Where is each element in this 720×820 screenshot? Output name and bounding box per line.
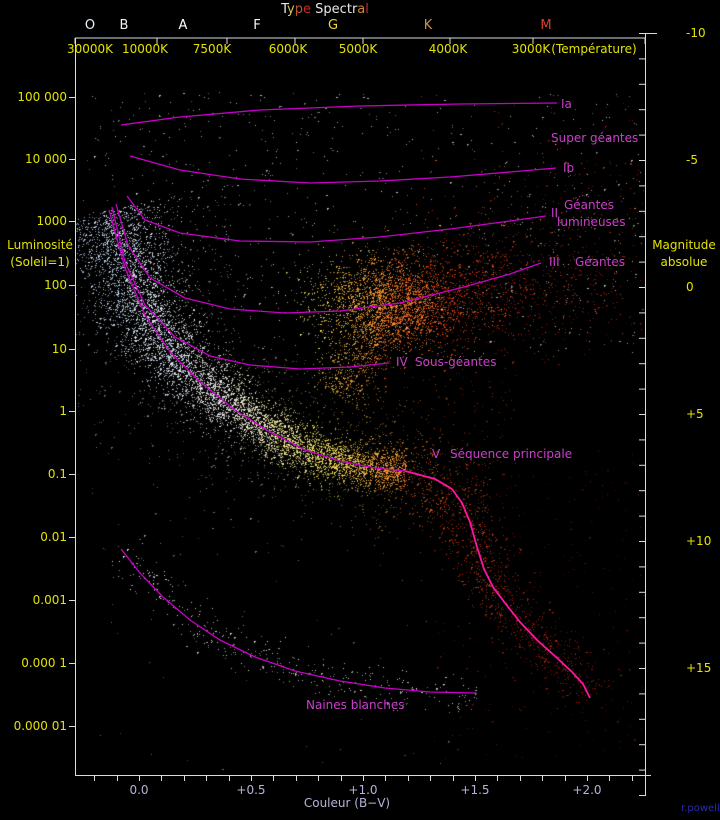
class-curve-V-bright [404,470,591,699]
left-axis-tick-label: 0.000 1 [21,656,67,670]
bottom-axis-tick-label: +1.5 [460,783,490,797]
annotation-v: V [432,447,441,461]
right-axis-title-line2: absolue [660,255,708,269]
class-curve-white-dwarfs [120,548,477,694]
annotation-ib: Ib [563,161,575,175]
left-axis-tick-label: 1 [59,404,67,418]
annotation-super-g-antes: Super géantes [551,131,639,145]
temperature-label: 7500K [192,42,232,56]
title-letter: l [365,2,369,17]
temperature-label: (Température) [551,42,637,56]
annotation-lumineuses: lumineuses [557,215,626,229]
bottom-axis-tick-label: +2.0 [572,783,602,797]
class-curve-Ib [129,155,557,184]
right-axis-tick-label: -5 [686,153,698,167]
right-axis-tick-label: +15 [686,661,712,675]
temperature-label: 3000K [511,42,551,56]
left-axis-tick-label: 10 000 [25,152,67,166]
spectral-class-label: F [253,18,261,33]
right-axis-tick-label: +5 [686,407,704,421]
spectral-class-label: B [119,18,129,33]
annotation-naines-blanches: Naines blanches [306,698,405,712]
title-letter: p [294,2,303,17]
title-letter: e [331,2,340,17]
left-axis-tick-label: 10 [51,342,67,356]
title-letter: y [287,2,295,17]
left-axis-tick-label: 0.001 [32,593,67,607]
left-axis-title-line1: Luminosité [7,238,73,252]
annotation-ii: II [551,206,559,220]
title-letter: c [339,2,347,17]
annotation-iv: IV [396,355,408,369]
left-axis-tick-label: 100 000 [17,90,67,104]
right-axis-title-line1: Magnitude [652,238,716,252]
left-axis-title-line2: (Soleil=1) [10,255,70,269]
spectral-class-label: K [423,18,433,33]
spectral-class-label: M [540,18,552,33]
bottom-axis-tick-label: 0.0 [129,783,149,797]
class-curve-Ia [120,102,558,126]
right-axis-tick-label: 0 [686,280,694,294]
right-axis-tick-label: -10 [686,26,706,40]
left-axis-tick-label: 0.000 01 [13,719,67,733]
temperature-label: 6000K [268,42,308,56]
bottom-axis-title: Couleur (B−V) [303,796,391,810]
temperature-label: 10000K [121,42,169,56]
class-curve-III [115,203,542,314]
right-axis-tick-label: +10 [686,534,712,548]
spectral-class-label: G [327,18,339,33]
temperature-label: 30000K [66,42,114,56]
annotation-s-quence-principale: Séquence principale [450,447,573,461]
bottom-axis-tick-label: +1.0 [348,783,378,797]
chart-title: Type Spectral [260,2,390,17]
left-axis-tick-label: 0.1 [47,467,67,481]
class-curve-IV [111,206,390,370]
left-axis-tick-label: 0.01 [40,530,67,544]
author-signature: r.powell [681,803,720,814]
temperature-label: 4000K [428,42,468,56]
title-letter: t [346,2,352,17]
annotation-g-antes: Géantes [575,255,625,269]
title-letter: T [281,2,288,17]
title-letter: p [323,2,332,17]
annotation-g-antes: Géantes [564,198,614,212]
title-letter: e [303,2,311,17]
annotation-iii: III [549,255,560,269]
title-letter: S [315,2,324,17]
temperature-label: 5000K [338,42,378,56]
annotation-sous-g-antes: Sous-géantes [415,355,497,369]
title-letter: a [357,2,366,17]
bottom-axis-tick-label: +0.5 [236,783,266,797]
spectral-class-label: A [178,18,188,33]
left-axis-tick-label: 1000 [36,214,67,228]
spectral-class-label: O [84,18,96,33]
title-letter: r [351,2,358,17]
annotation-ia: Ia [561,97,572,111]
left-axis-tick-label: 100 [44,278,67,292]
class-curve-II [126,195,547,243]
